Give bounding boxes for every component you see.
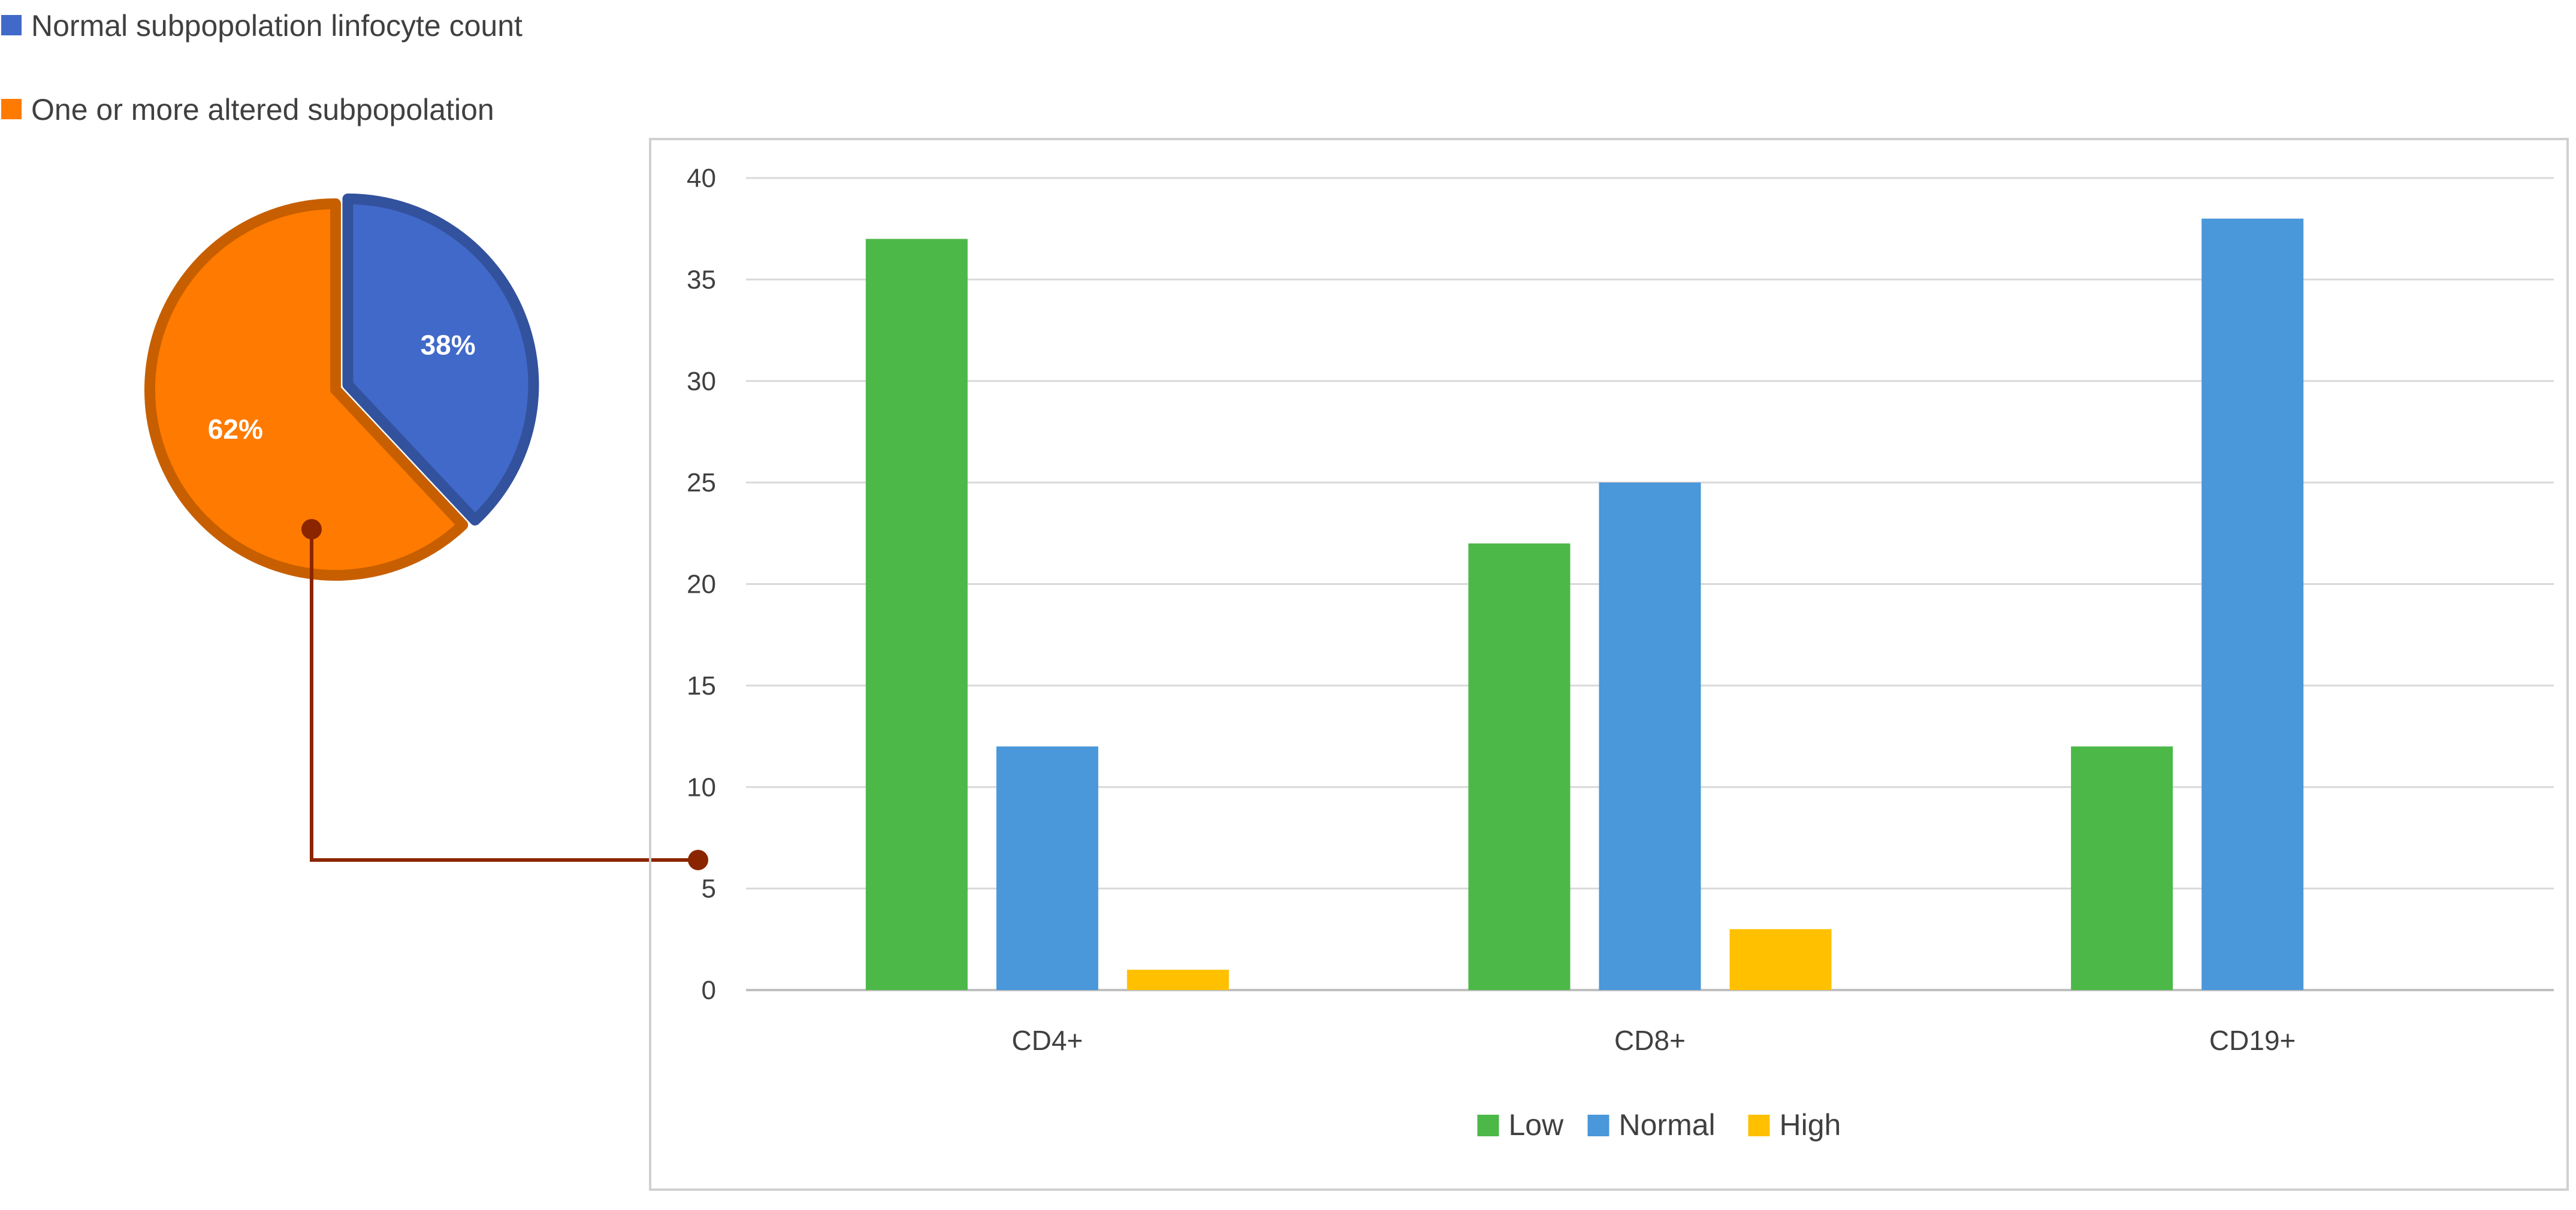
- y-tick-label: 5: [702, 874, 716, 904]
- y-tick-label: 20: [687, 570, 716, 599]
- bar-low-cd8plus: [1468, 543, 1571, 990]
- bar-normal-cd4plus: [996, 746, 1098, 990]
- legend-label-low: Low: [1509, 1108, 1565, 1142]
- bar-low-cd4plus: [865, 239, 968, 990]
- y-tick-label: 35: [687, 265, 716, 294]
- connector-start-dot: [301, 519, 322, 539]
- x-category-label: CD8+: [1614, 1025, 1686, 1056]
- connector-line: [301, 519, 708, 870]
- pie-legend-label-altered: One or more altered subpopolation: [31, 93, 494, 126]
- bar-normal-cd19plus: [2201, 218, 2304, 990]
- bar-chart-bars: [865, 218, 2304, 990]
- bar-chart-frame: [649, 138, 2569, 1191]
- bar-chart-legend: Low Normal High: [1477, 1108, 1841, 1142]
- bar-chart-x-axis: CD4+ CD8+ CD19+: [1011, 1025, 2296, 1056]
- bar-normal-cd8plus: [1599, 482, 1701, 990]
- x-category-label: CD19+: [2209, 1025, 2296, 1056]
- legend-swatch-high: [1748, 1115, 1770, 1136]
- pie-legend-swatch-normal: [1, 15, 22, 35]
- legend-swatch-low: [1477, 1115, 1499, 1136]
- y-tick-label: 0: [702, 976, 716, 1005]
- y-tick-label: 25: [687, 468, 716, 497]
- bar-high-cd8plus: [1729, 929, 1832, 990]
- y-tick-label: 40: [687, 164, 716, 193]
- pie-legend: Normal subpopolation linfocyte count One…: [1, 9, 523, 126]
- x-category-label: CD4+: [1011, 1025, 1083, 1056]
- legend-label-normal: Normal: [1619, 1108, 1716, 1142]
- pie-label-normal: 38%: [421, 330, 476, 361]
- y-tick-label: 30: [687, 367, 716, 396]
- y-tick-label: 10: [687, 773, 716, 802]
- legend-swatch-normal: [1587, 1115, 1609, 1136]
- pie-legend-label-normal: Normal subpopolation linfocyte count: [31, 9, 523, 43]
- legend-label-high: High: [1780, 1108, 1841, 1142]
- pie-slice-normal: [342, 193, 539, 526]
- pie-legend-swatch-altered: [1, 99, 22, 119]
- pie-chart: 38% 62%: [144, 193, 539, 581]
- pie-slice-altered: [144, 198, 469, 581]
- bar-high-cd4plus: [1127, 970, 1229, 990]
- connector-end-dot: [688, 850, 708, 870]
- bar-low-cd19plus: [2071, 746, 2173, 990]
- y-tick-label: 15: [687, 671, 716, 701]
- bar-chart-y-axis: 0 5 10 15 20 25 30 35 40: [687, 164, 716, 1005]
- pie-label-altered: 62%: [208, 414, 263, 445]
